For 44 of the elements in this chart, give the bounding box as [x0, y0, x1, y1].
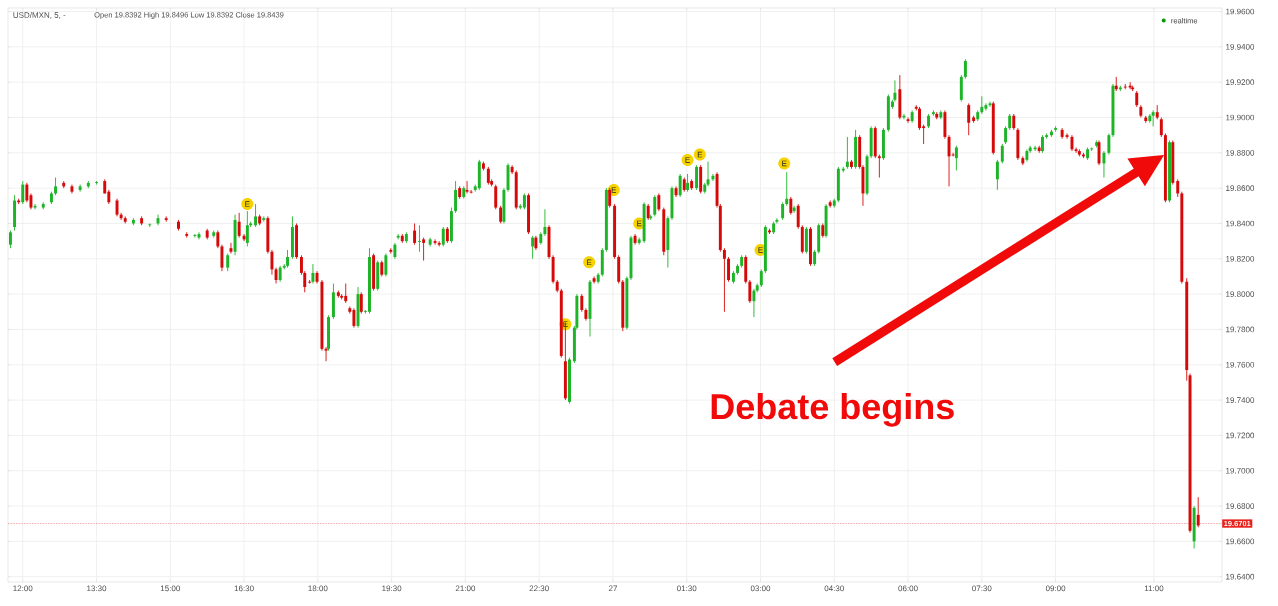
x-tick-label: 06:00 — [898, 585, 918, 592]
y-tick-label: 19.9600 — [1226, 8, 1255, 15]
annotation: E — [611, 187, 617, 193]
annotation: E — [245, 201, 250, 207]
y-tick-label: 19.7400 — [1226, 397, 1255, 403]
x-tick-label: 12:00 — [13, 585, 33, 592]
y-tick-label: 19.8400 — [1226, 220, 1255, 227]
x-tick-label: 03:00 — [750, 585, 771, 592]
y-tick-label: 19.7200 — [1226, 432, 1255, 439]
x-tick-label: 11:00 — [1144, 585, 1164, 592]
x-tick-label: 07:30 — [972, 585, 992, 592]
y-tick-label: 19.8000 — [1226, 291, 1255, 297]
y-tick-label: 19.9200 — [1226, 79, 1255, 86]
x-tick-label: 01:30 — [677, 585, 697, 592]
x-tick-label: 21:00 — [455, 585, 476, 592]
x-tick-label: 09:00 — [1045, 585, 1066, 592]
y-tick-label: 19.7000 — [1226, 467, 1255, 474]
y-tick-label: 19.8600 — [1226, 185, 1255, 191]
y-tick-label: 19.8200 — [1226, 255, 1255, 262]
x-tick-label: 16:30 — [234, 585, 254, 592]
x-tick-label: 27 — [608, 585, 617, 592]
x-tick-label: 19:30 — [382, 585, 402, 592]
y-tick-label: 19.8800 — [1226, 149, 1255, 156]
annotation: E — [758, 247, 763, 253]
annotation: E — [637, 220, 642, 227]
x-tick-label: 15:00 — [160, 585, 180, 592]
y-tick-label: 19.9000 — [1226, 114, 1255, 121]
y-tick-label: 19.6800 — [1226, 503, 1255, 509]
x-tick-label: 04:30 — [824, 585, 844, 592]
x-tick-label: 13:30 — [87, 585, 107, 592]
annotation: E — [587, 259, 592, 266]
annotation: E — [685, 157, 690, 163]
x-tick-label: 18:00 — [308, 585, 328, 592]
y-tick-label: 19.9400 — [1226, 44, 1255, 50]
annotation: E — [697, 151, 703, 158]
y-tick-label: 19.7800 — [1226, 326, 1255, 333]
annotation: Debate begins — [711, 392, 954, 427]
y-tick-label: 19.7600 — [1226, 361, 1255, 368]
x-tick-label: 22:30 — [529, 585, 549, 592]
y-tick-label: 19.6400 — [1226, 573, 1255, 580]
annotation: E — [782, 160, 787, 167]
y-tick-label: 19.6600 — [1226, 538, 1255, 545]
annotation: E — [563, 321, 568, 327]
chart-title: USD/MXN, 5, - — [13, 12, 66, 19]
